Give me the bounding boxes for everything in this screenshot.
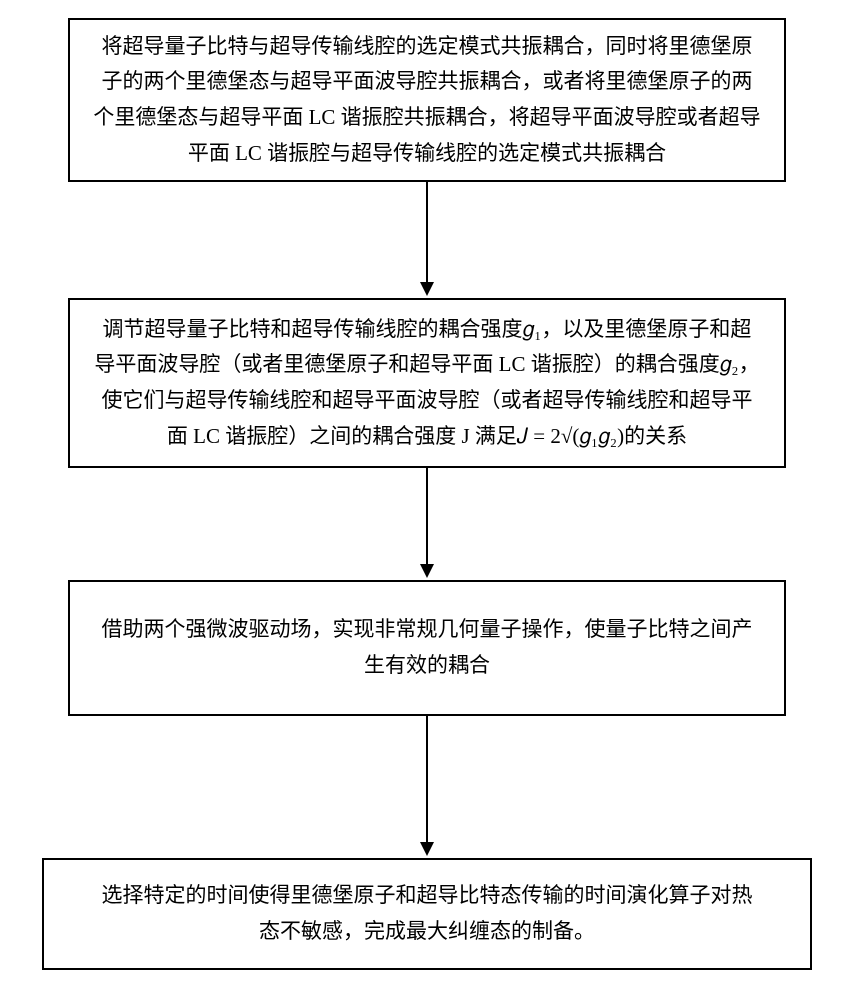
flow-step-1-text: 将超导量子比特与超导传输线腔的选定模式共振耦合，同时将里德堡原 子的两个里德堡态… — [93, 29, 760, 172]
flow-step-2-text: 调节超导量子比特和超导传输线腔的耦合强度𝑔₁，以及里德堡原子和超 导平面波导腔（… — [94, 312, 759, 455]
flowchart-canvas: 将超导量子比特与超导传输线腔的选定模式共振耦合，同时将里德堡原 子的两个里德堡态… — [0, 0, 854, 1000]
flow-step-3-text: 借助两个强微波驱动场，实现非常规几何量子操作，使量子比特之间产 生有效的耦合 — [102, 612, 753, 683]
arrow-3-line — [426, 716, 428, 842]
flow-step-2: 调节超导量子比特和超导传输线腔的耦合强度𝑔₁，以及里德堡原子和超 导平面波导腔（… — [68, 298, 786, 468]
flow-step-3: 借助两个强微波驱动场，实现非常规几何量子操作，使量子比特之间产 生有效的耦合 — [68, 580, 786, 716]
flow-step-4-text: 选择特定的时间使得里德堡原子和超导比特态传输的时间演化算子对热 态不敏感，完成最… — [102, 878, 753, 949]
arrow-2-line — [426, 468, 428, 564]
flow-step-4: 选择特定的时间使得里德堡原子和超导比特态传输的时间演化算子对热 态不敏感，完成最… — [42, 858, 812, 970]
arrow-2-head — [420, 564, 434, 578]
arrow-1-head — [420, 282, 434, 296]
arrow-3-head — [420, 842, 434, 856]
arrow-1-line — [426, 182, 428, 282]
flow-step-1: 将超导量子比特与超导传输线腔的选定模式共振耦合，同时将里德堡原 子的两个里德堡态… — [68, 18, 786, 182]
